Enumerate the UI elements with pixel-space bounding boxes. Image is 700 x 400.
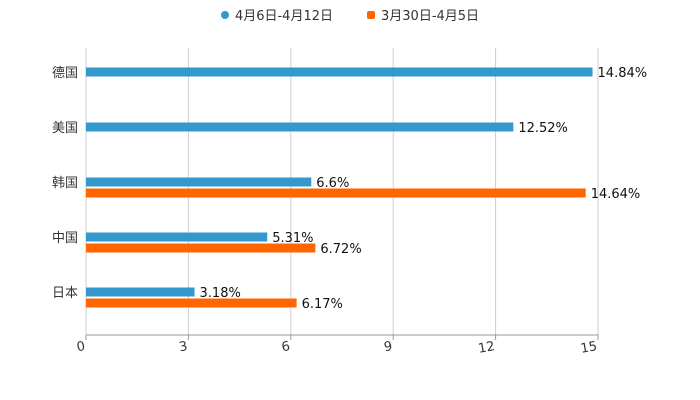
legend-marker-circle-icon: [220, 10, 229, 19]
data-label: 12.52%: [518, 121, 568, 136]
legend-marker-square-icon: [367, 10, 375, 19]
y-category-label: 美国: [52, 121, 78, 136]
y-category-label: 中国: [52, 231, 78, 246]
bar: [86, 177, 312, 187]
legend-item-series-2[interactable]: 3月30日-4月5日: [367, 5, 479, 24]
legend-label: 4月6日-4月12日: [234, 9, 333, 24]
bar: [86, 298, 297, 308]
y-category-label: 德国: [52, 66, 78, 81]
data-label: 6.17%: [302, 297, 343, 312]
bar: [86, 67, 593, 77]
data-label: 6.72%: [320, 242, 361, 257]
data-label: 6.6%: [316, 176, 349, 191]
y-category-label: 韩国: [52, 176, 78, 191]
x-tick-label: 3: [178, 339, 189, 355]
legend: 4月6日-4月12日 3月30日-4月5日: [0, 5, 700, 24]
bar: [86, 287, 195, 297]
bar: [86, 122, 514, 132]
data-label: 14.64%: [591, 187, 641, 202]
bar: [86, 232, 268, 242]
legend-label: 3月30日-4月5日: [381, 9, 480, 24]
x-tick-label: 0: [76, 339, 87, 355]
y-category-label: 日本: [52, 286, 78, 301]
x-tick-label: 12: [477, 339, 496, 357]
x-tick-label: 9: [383, 339, 394, 355]
legend-item-series-1[interactable]: 4月6日-4月12日: [220, 5, 333, 24]
data-label: 5.31%: [272, 231, 313, 246]
bar: [86, 188, 586, 198]
x-tick-label: 15: [579, 339, 598, 357]
x-tick-label: 6: [280, 339, 291, 355]
bar: [86, 243, 316, 253]
data-label: 3.18%: [200, 286, 241, 301]
data-label: 14.84%: [598, 66, 648, 81]
